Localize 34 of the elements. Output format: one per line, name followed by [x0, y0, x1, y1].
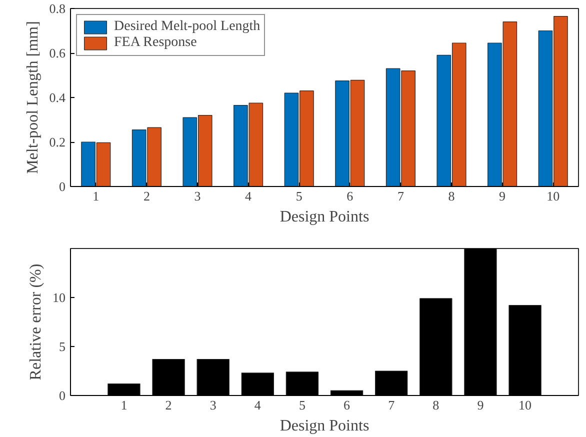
x-tick-label: 5	[298, 398, 306, 412]
x-tick-label: 4	[245, 188, 252, 204]
x-tick-label: 3	[194, 188, 201, 204]
y-tick-label: 0.2	[49, 134, 66, 150]
y-tick-label: 5	[59, 339, 66, 354]
x-axis-title: Design Points	[280, 208, 370, 226]
y-axis-title: Melt-pool Length [mm]	[24, 21, 42, 174]
y-tick-label: 0	[59, 179, 66, 194]
y-axis-title: Relative error (%)	[28, 264, 44, 380]
x-tick-label: 2	[143, 188, 150, 204]
x-tick-label: 1	[92, 188, 100, 204]
x-tick-label: 10	[518, 398, 532, 412]
y-tick-label: 10	[52, 290, 66, 305]
y-tick-label: 0.4	[49, 90, 66, 105]
x-tick-label: 6	[346, 188, 354, 204]
x-tick-label: 9	[499, 188, 506, 204]
x-tick-label: 1	[120, 398, 128, 412]
x-tick-label: 2	[165, 398, 172, 412]
x-tick-label: 9	[477, 398, 484, 412]
x-tick-label: 8	[432, 398, 440, 412]
x-tick-label: 7	[397, 188, 404, 204]
x-tick-label: 10	[546, 188, 560, 204]
x-tick-label: 7	[388, 398, 396, 412]
x-tick-label: 6	[344, 398, 351, 412]
x-tick-label: 4	[254, 398, 262, 412]
y-tick-label: 0.8	[49, 1, 66, 16]
legend-label: FEA Response	[114, 35, 197, 51]
x-tick-label: 8	[448, 188, 455, 204]
y-tick-label: 0.6	[49, 46, 66, 60]
legend-label: Desired Melt-pool Length	[114, 19, 260, 35]
x-tick-label: 3	[210, 398, 216, 412]
x-axis-title: Design Points	[280, 418, 370, 434]
y-tick-label: 0	[59, 388, 66, 403]
x-tick-label: 5	[296, 188, 302, 204]
